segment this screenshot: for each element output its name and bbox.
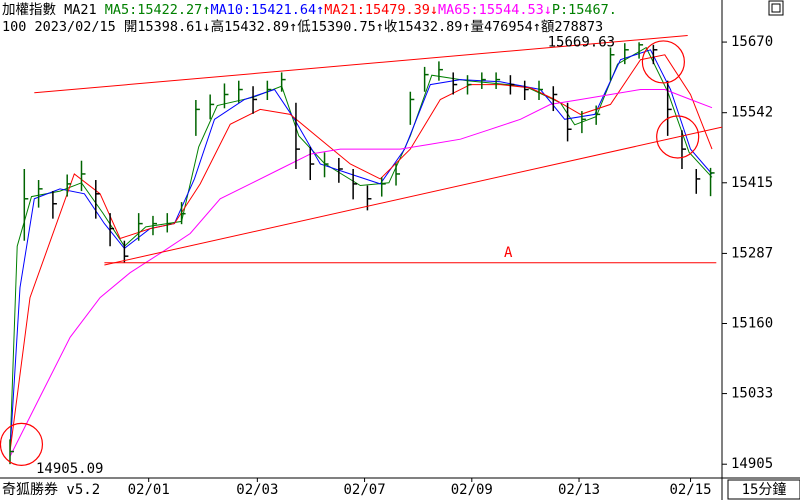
highlight-circle: [0, 422, 44, 466]
trendline: [104, 126, 722, 266]
header-line: 100 2023/02/15 開15398.61↓高15432.89↑低1539…: [2, 18, 603, 35]
header-segment: MA10:15421.64↑: [210, 2, 324, 18]
trendline-label: A: [504, 245, 513, 261]
y-tick-label: 15542: [731, 105, 773, 121]
y-tick-label: 14905: [731, 456, 773, 472]
y-tick-label: 15415: [731, 175, 773, 191]
ma-line: [9, 89, 713, 457]
x-tick-label: 02/09: [451, 482, 493, 498]
x-tick-label: 02/15: [669, 482, 711, 498]
y-tick-label: 15033: [731, 386, 773, 402]
window-button-icon: [771, 3, 781, 13]
period: 15分鐘: [742, 481, 787, 498]
highlight-circle: [656, 115, 700, 159]
plot: [9, 35, 722, 465]
low-label: 14905.09: [36, 461, 103, 477]
header-line: 加權指數 MA21 MA5:15422.27↑MA10:15421.64↑MA2…: [2, 2, 617, 18]
header-segment: MA65:15544.53↓: [438, 2, 552, 18]
x-tick-label: 02/07: [343, 482, 385, 498]
brand: 奇狐勝券 v5.2: [2, 481, 100, 498]
x-tick-label: 02/13: [558, 482, 600, 498]
x-tick-label: 02/01: [128, 482, 170, 498]
ma-line: [9, 54, 713, 452]
y-tick-label: 15287: [731, 245, 773, 261]
trendline: [34, 35, 688, 94]
period-box[interactable]: [727, 479, 800, 500]
x-tick-label: 02/03: [236, 482, 278, 498]
high-label: 15669.63: [548, 34, 615, 50]
y-tick-label: 15670: [731, 34, 773, 50]
header-segment: MA21:15479.39↓: [324, 2, 438, 18]
header-segment: MA5:15422.27↑: [105, 2, 211, 18]
y-tick-label: 15160: [731, 315, 773, 331]
header-segment: P:15467.: [552, 2, 617, 18]
highlight-circle: [641, 40, 685, 84]
window-button[interactable]: [768, 0, 784, 16]
header-segment: 加權指數 MA21: [2, 2, 105, 18]
